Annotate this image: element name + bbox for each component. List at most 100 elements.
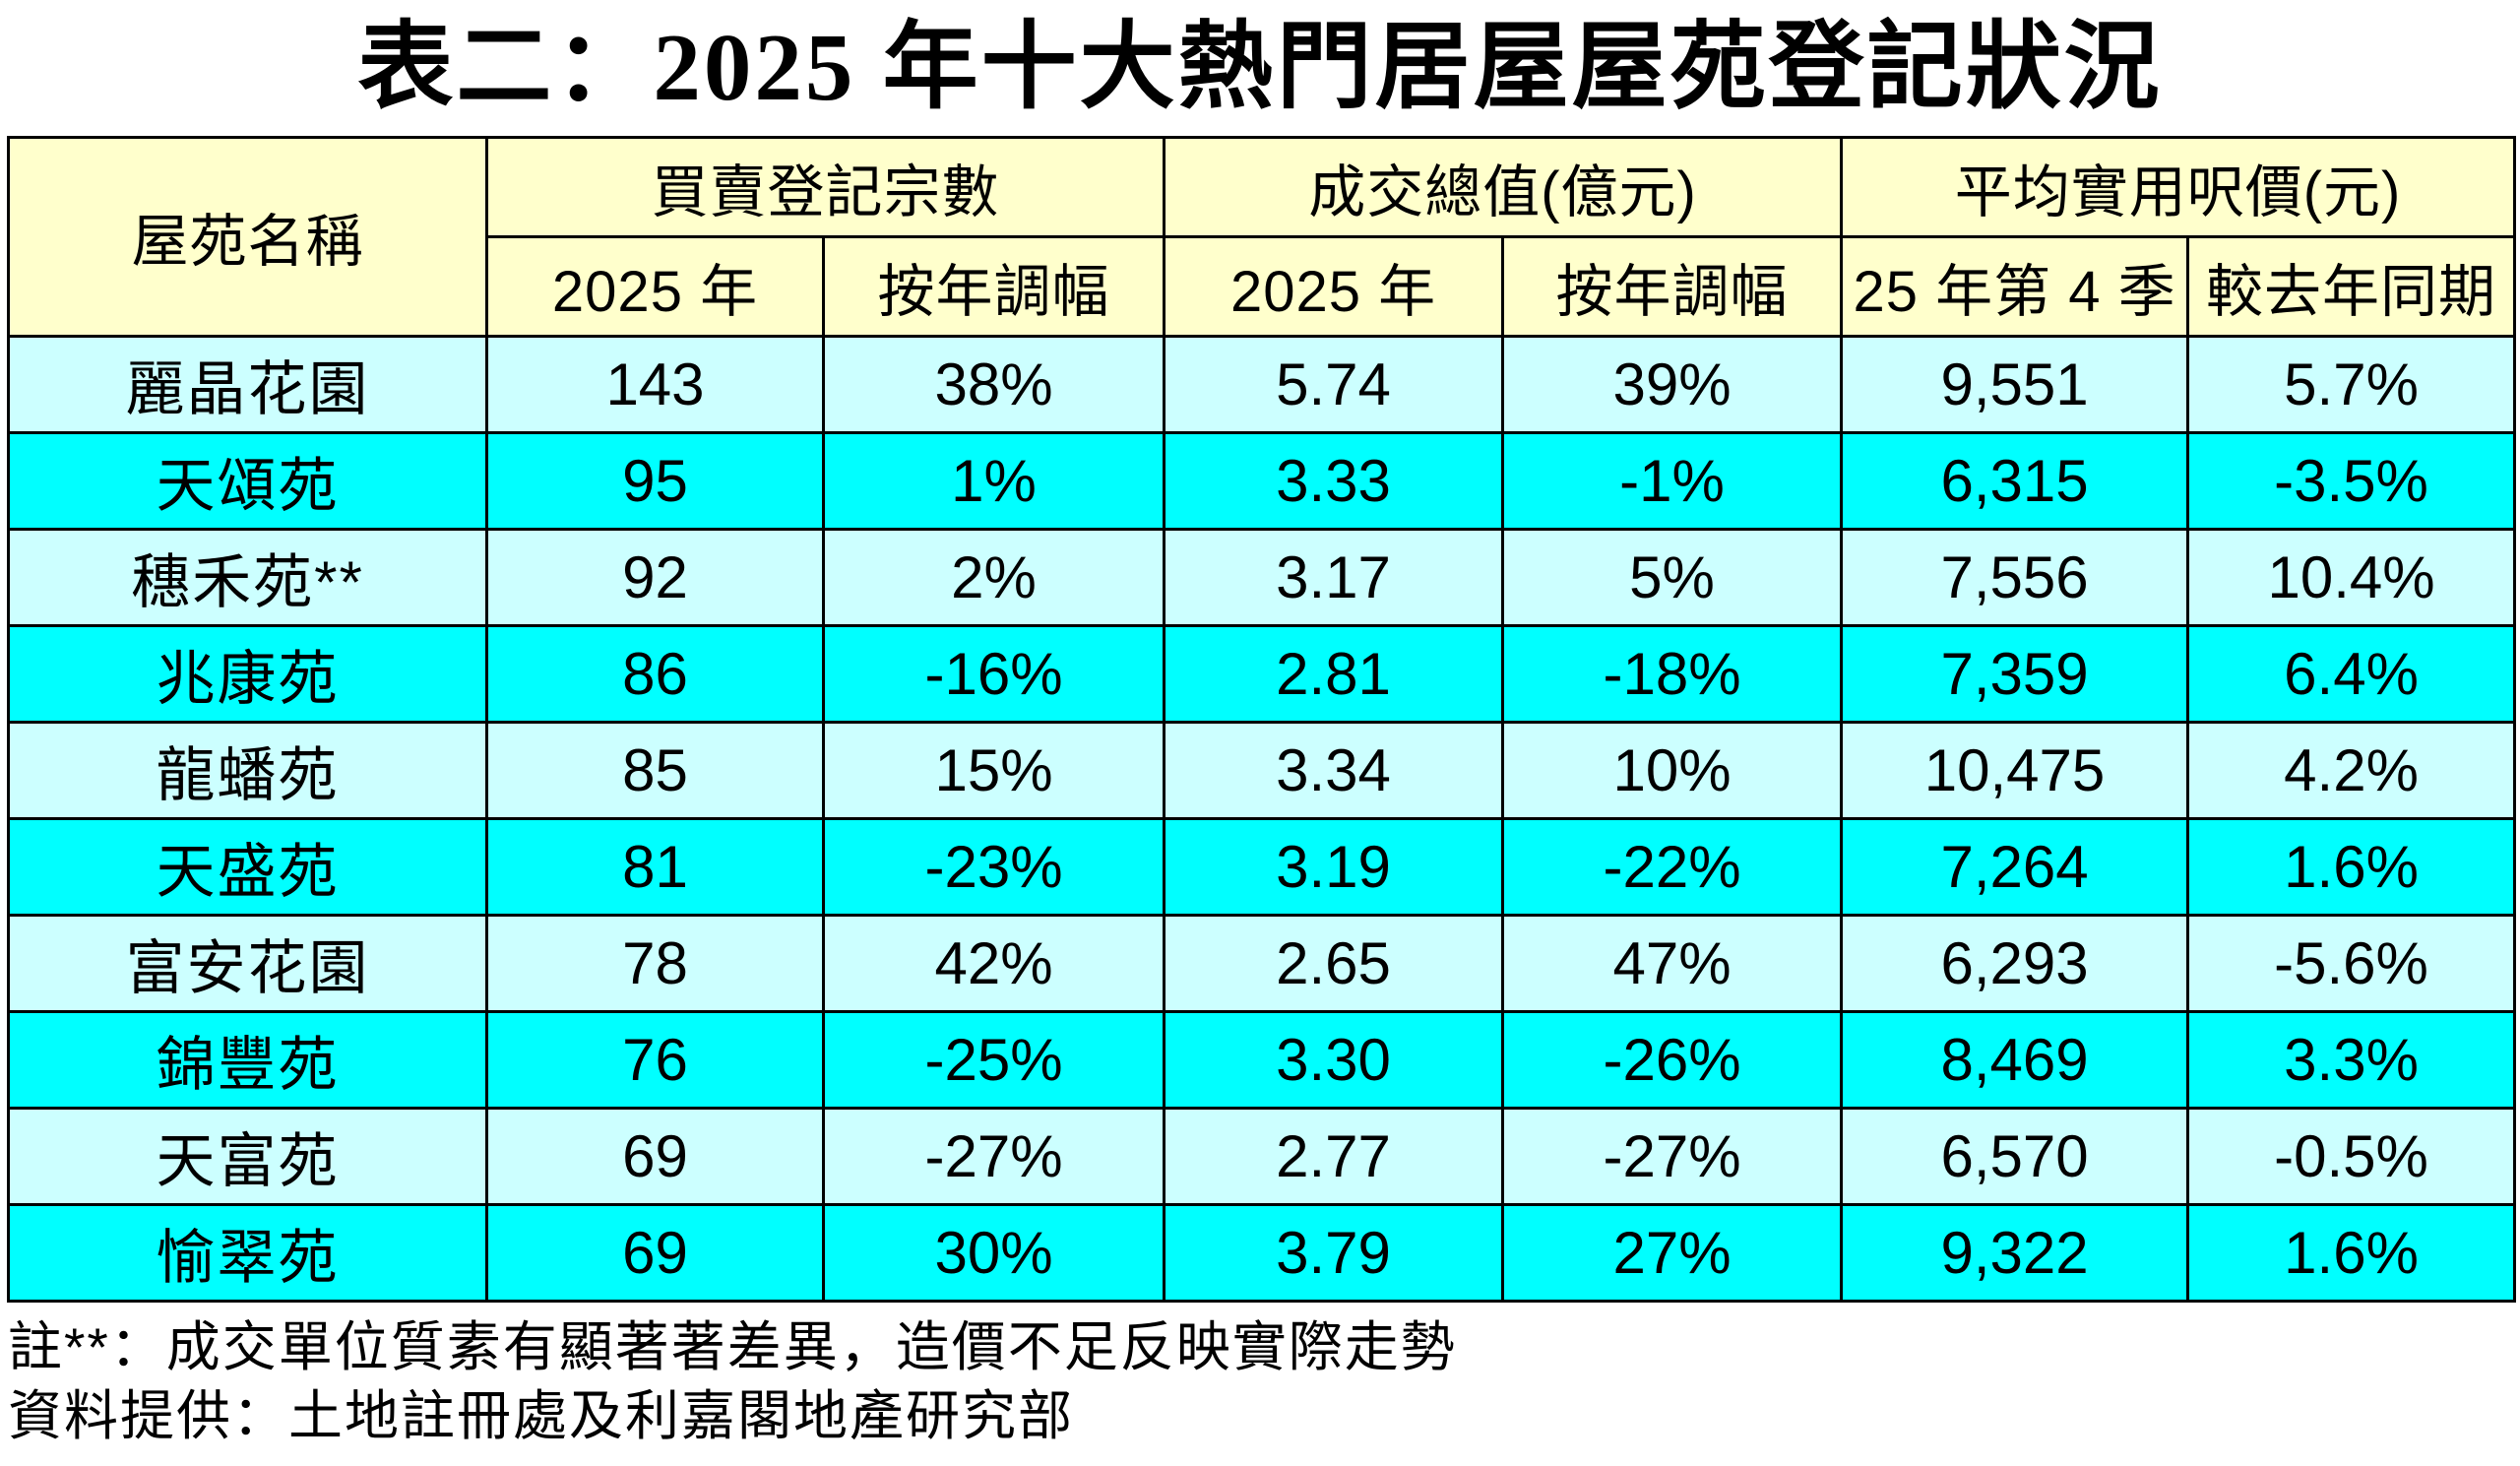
subheader-reg-yoy: 按年調幅 (821, 234, 1166, 338)
subheader-value-yoy: 按年調幅 (1501, 234, 1844, 338)
value-cell: 95 (485, 430, 825, 531)
value-cell: 27% (1501, 1202, 1844, 1303)
value-cell: 5.74 (1163, 334, 1505, 434)
estate-name-cell: 天富苑 (7, 1106, 488, 1206)
value-cell: 3.30 (1163, 1009, 1505, 1110)
value-cell: 10.4% (2186, 527, 2517, 627)
value-cell: 42% (821, 913, 1166, 1013)
table-row: 天富苑 69 -27% 2.77 -27% 6,570 -0.5% (7, 1106, 2517, 1206)
estate-name-cell: 愉翠苑 (7, 1202, 488, 1303)
table-row: 愉翠苑 69 30% 3.79 27% 9,322 1.6% (7, 1202, 2517, 1303)
estates-table: 屋苑名稱 買賣登記宗數 成交總值(億元) 平均實用呎價(元) 2025 年 按年… (7, 135, 2517, 1303)
value-cell: -1% (1501, 430, 1844, 531)
subheader-reg-2025: 2025 年 (485, 234, 825, 338)
subheader-value-2025: 2025 年 (1163, 234, 1505, 338)
value-cell: 6,293 (1840, 913, 2190, 1013)
value-cell: 9,551 (1840, 334, 2190, 434)
table-row: 錦豐苑 76 -25% 3.30 -26% 8,469 3.3% (7, 1009, 2517, 1110)
value-cell: 92 (485, 527, 825, 627)
value-cell: 9,322 (1840, 1202, 2190, 1303)
table-row: 兆康苑 86 -16% 2.81 -18% 7,359 6.4% (7, 623, 2517, 724)
value-cell: 8,469 (1840, 1009, 2190, 1110)
value-cell: 2.65 (1163, 913, 1505, 1013)
value-cell: -27% (1501, 1106, 1844, 1206)
header-group-avg-price: 平均實用呎價(元) (1840, 135, 2517, 238)
value-cell: -27% (821, 1106, 1166, 1206)
header-group-registrations: 買賣登記宗數 (484, 135, 1166, 238)
estate-name-cell: 麗晶花園 (7, 334, 488, 434)
value-cell: 143 (485, 334, 825, 434)
value-cell: 10% (1501, 720, 1844, 820)
value-cell: 69 (485, 1202, 825, 1303)
table-row: 穗禾苑** 92 2% 3.17 5% 7,556 10.4% (7, 527, 2517, 627)
value-cell: 4.2% (2186, 720, 2517, 820)
value-cell: 6.4% (2186, 623, 2517, 724)
value-cell: 78 (485, 913, 825, 1013)
value-cell: 5.7% (2186, 334, 2517, 434)
value-cell: 76 (485, 1009, 825, 1110)
estate-name-cell: 龍蟠苑 (7, 720, 488, 820)
value-cell: 1.6% (2186, 1202, 2517, 1303)
estate-name-cell: 天盛苑 (7, 816, 488, 917)
estate-name-cell: 錦豐苑 (7, 1009, 488, 1110)
subheader-price-q4: 25 年第 4 季 (1840, 234, 2190, 338)
value-cell: -5.6% (2186, 913, 2517, 1013)
value-cell: 1% (821, 430, 1166, 531)
header-group-total-value: 成交總值(億元) (1163, 135, 1844, 238)
table-body: 麗晶花園 143 38% 5.74 39% 9,551 5.7% 天頌苑 95 1% 3.33 -1%… (7, 334, 2517, 1303)
value-cell: 15% (821, 720, 1166, 820)
estate-name-cell: 兆康苑 (7, 623, 488, 724)
value-cell: 47% (1501, 913, 1844, 1013)
header-group-row: 屋苑名稱 買賣登記宗數 成交總值(億元) 平均實用呎價(元) (7, 135, 2517, 338)
value-cell: 3.34 (1163, 720, 1505, 820)
value-cell: 7,264 (1840, 816, 2190, 917)
value-cell: -25% (821, 1009, 1166, 1110)
value-cell: 85 (485, 720, 825, 820)
value-cell: 81 (485, 816, 825, 917)
value-cell: 3.3% (2186, 1009, 2517, 1110)
value-cell: 86 (485, 623, 825, 724)
estate-name-cell: 天頌苑 (7, 430, 488, 531)
table-row: 天頌苑 95 1% 3.33 -1% 6,315 -3.5% (7, 430, 2517, 531)
value-cell: -0.5% (2186, 1106, 2517, 1206)
value-cell: -23% (821, 816, 1166, 917)
value-cell: 5% (1501, 527, 1844, 627)
header-estate-name: 屋苑名稱 (7, 135, 488, 338)
footnote-source: 資料提供：土地註冊處及利嘉閣地產研究部 (8, 1385, 1075, 1447)
value-cell: 2.81 (1163, 623, 1505, 724)
table-row: 天盛苑 81 -23% 3.19 -22% 7,264 1.6% (7, 816, 2517, 917)
value-cell: 30% (821, 1202, 1166, 1303)
value-cell: 3.17 (1163, 527, 1505, 627)
footnotes: 註**：成交單位質素有顯著著差異，造價不足反映實際走勢 資料提供：土地註冊處及利… (8, 1312, 2520, 1451)
subheader-price-yoy: 較去年同期 (2186, 234, 2517, 338)
value-cell: 3.33 (1163, 430, 1505, 531)
value-cell: -3.5% (2186, 430, 2517, 531)
value-cell: 3.79 (1163, 1202, 1505, 1303)
value-cell: 39% (1501, 334, 1844, 434)
value-cell: 10,475 (1840, 720, 2190, 820)
value-cell: 7,359 (1840, 623, 2190, 724)
value-cell: -16% (821, 623, 1166, 724)
value-cell: 2% (821, 527, 1166, 627)
table-row: 龍蟠苑 85 15% 3.34 10% 10,475 4.2% (7, 720, 2517, 820)
page-title: 表二：2025 年十大熱門居屋屋苑登記狀況 (357, 15, 2163, 120)
table-row: 富安花園 78 42% 2.65 47% 6,293 -5.6% (7, 913, 2517, 1013)
value-cell: 7,556 (1840, 527, 2190, 627)
value-cell: -26% (1501, 1009, 1844, 1110)
value-cell: 38% (821, 334, 1166, 434)
table-header: 屋苑名稱 買賣登記宗數 成交總值(億元) 平均實用呎價(元) 2025 年 按年… (7, 135, 2517, 338)
value-cell: 6,570 (1840, 1106, 2190, 1206)
estate-name-cell: 富安花園 (7, 913, 488, 1013)
estate-name-cell: 穗禾苑** (7, 527, 488, 627)
value-cell: 1.6% (2186, 816, 2517, 917)
value-cell: 3.19 (1163, 816, 1505, 917)
table-row: 麗晶花園 143 38% 5.74 39% 9,551 5.7% (7, 334, 2517, 434)
header-sub-row: 2025 年 按年調幅 2025 年 按年調幅 25 年第 4 季 較去年同期 (9, 234, 2517, 338)
value-cell: -18% (1501, 623, 1844, 724)
value-cell: -22% (1501, 816, 1844, 917)
value-cell: 69 (485, 1106, 825, 1206)
value-cell: 6,315 (1840, 430, 2190, 531)
footnote-asterisk: 註**：成交單位質素有顯著著差異，造價不足反映實際走勢 (8, 1315, 1457, 1377)
value-cell: 2.77 (1163, 1106, 1505, 1206)
